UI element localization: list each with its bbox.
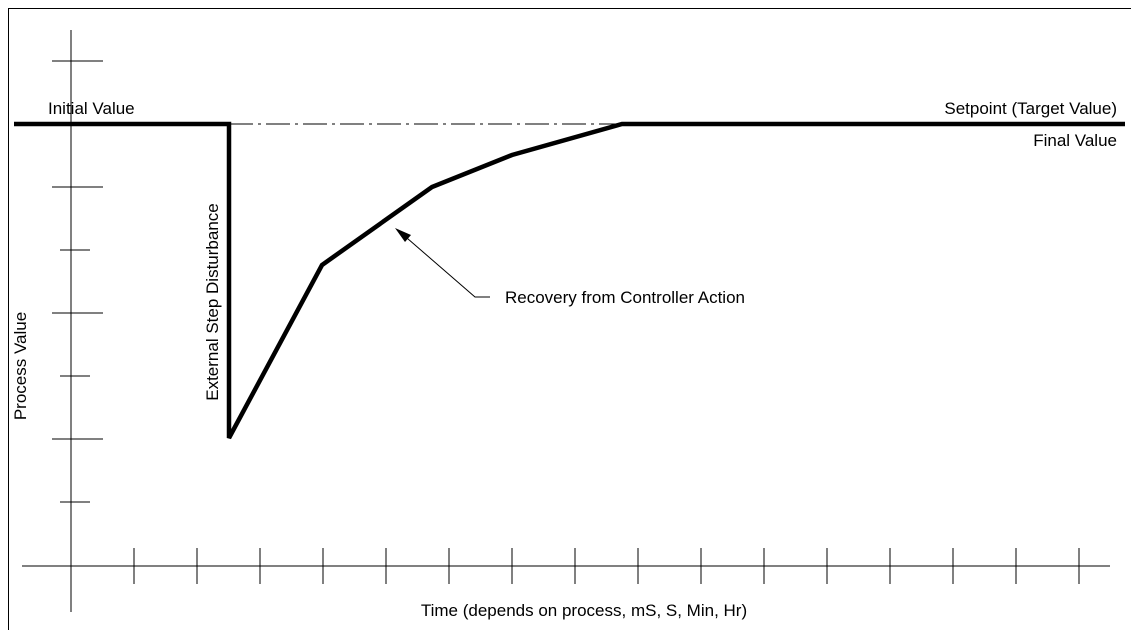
process-curve xyxy=(14,121,1125,440)
axes xyxy=(22,30,1110,612)
label: Initial Value xyxy=(48,99,135,118)
label: Setpoint (Target Value) xyxy=(944,99,1117,118)
label: Final Value xyxy=(1033,131,1117,150)
frame xyxy=(8,8,1131,630)
leader-line xyxy=(399,231,490,298)
label: External Step Disturbance xyxy=(203,203,222,401)
label: Recovery from Controller Action xyxy=(505,288,745,307)
axis-label: Time (depends on process, mS, S, Min, Hr… xyxy=(421,601,747,620)
arrowhead xyxy=(395,228,411,242)
axis-label: Process Value xyxy=(11,312,30,420)
